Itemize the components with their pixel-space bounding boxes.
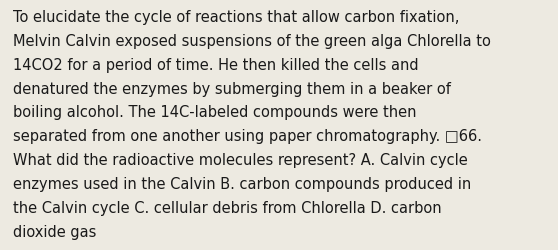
Text: What did the radioactive molecules represent? A. Calvin cycle: What did the radioactive molecules repre…	[12, 152, 467, 168]
Text: enzymes used in the Calvin B. carbon compounds produced in: enzymes used in the Calvin B. carbon com…	[12, 176, 471, 191]
Text: Melvin Calvin exposed suspensions of the green alga Chlorella to: Melvin Calvin exposed suspensions of the…	[12, 34, 490, 49]
Text: the Calvin cycle C. cellular debris from Chlorella D. carbon: the Calvin cycle C. cellular debris from…	[12, 200, 441, 215]
Text: denatured the enzymes by submerging them in a beaker of: denatured the enzymes by submerging them…	[12, 81, 450, 96]
Text: dioxide gas: dioxide gas	[12, 224, 96, 239]
Text: To elucidate the cycle of reactions that allow carbon fixation,: To elucidate the cycle of reactions that…	[12, 10, 459, 25]
Text: boiling alcohol. The 14C-labeled compounds were then: boiling alcohol. The 14C-labeled compoun…	[12, 105, 416, 120]
Text: 14CO2 for a period of time. He then killed the cells and: 14CO2 for a period of time. He then kill…	[12, 58, 418, 72]
Text: separated from one another using paper chromatography. □66.: separated from one another using paper c…	[12, 129, 482, 144]
